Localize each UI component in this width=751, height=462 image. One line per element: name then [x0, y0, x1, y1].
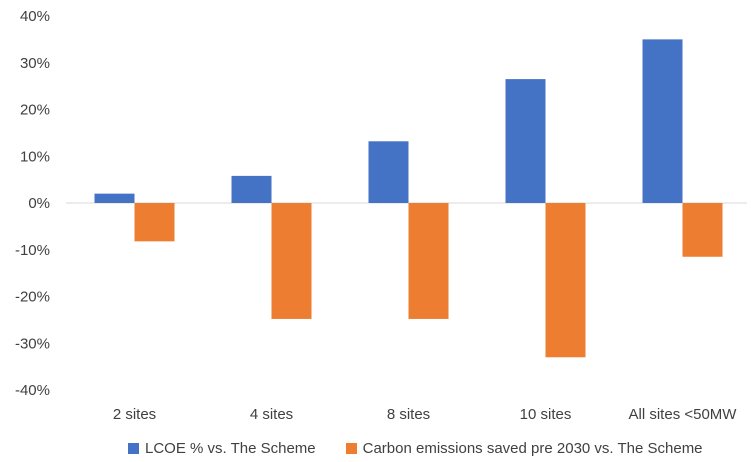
y-tick-label: -10% [15, 242, 50, 259]
legend-swatch-carbon [345, 443, 357, 454]
y-axis-tick-labels: -40% -30% -20% -10% 0% 10% 20% 30% 40% [15, 8, 50, 399]
bar-carbon [682, 203, 723, 257]
y-tick-label: -20% [15, 289, 50, 306]
x-tick-label: All sites <50MW [629, 406, 738, 423]
bar-carbon [134, 203, 175, 242]
y-tick-label: -40% [15, 382, 50, 399]
bar-lcoe [505, 79, 546, 203]
x-tick-label: 4 sites [250, 406, 293, 423]
bar-lcoe [94, 193, 135, 203]
y-tick-label: 10% [20, 148, 50, 165]
y-tick-label: 20% [20, 102, 50, 119]
y-tick-label: 40% [20, 8, 50, 25]
bar-lcoe [231, 175, 272, 203]
legend-label-carbon: Carbon emissions saved pre 2030 vs. The … [362, 440, 703, 457]
legend-item-lcoe: LCOE % vs. The Scheme [128, 440, 316, 457]
y-tick-label: 30% [20, 55, 50, 72]
bar-chart: -40% -30% -20% -10% 0% 10% 20% 30% 40% 2 sites 4 … [15, 8, 747, 423]
x-tick-label: 8 sites [387, 406, 430, 423]
legend-item-carbon: Carbon emissions saved pre 2030 vs. The … [345, 440, 703, 457]
x-axis-tick-labels: 2 sites 4 sites 8 sites 10 sites All sites <… [113, 406, 737, 423]
bar-carbon [545, 203, 586, 358]
bar-lcoe [368, 141, 409, 203]
x-tick-label: 2 sites [113, 406, 156, 423]
bars [94, 39, 723, 358]
y-tick-label: -30% [15, 335, 50, 352]
legend-label-lcoe: LCOE % vs. The Scheme [145, 440, 316, 457]
legend-swatch-lcoe [128, 443, 139, 454]
bar-carbon [271, 203, 312, 319]
x-tick-label: 10 sites [520, 406, 572, 423]
y-tick-label: 0% [28, 195, 50, 212]
bar-lcoe [642, 39, 683, 203]
bar-carbon [408, 203, 449, 319]
legend: LCOE % vs. The Scheme Carbon emissions s… [128, 440, 733, 457]
